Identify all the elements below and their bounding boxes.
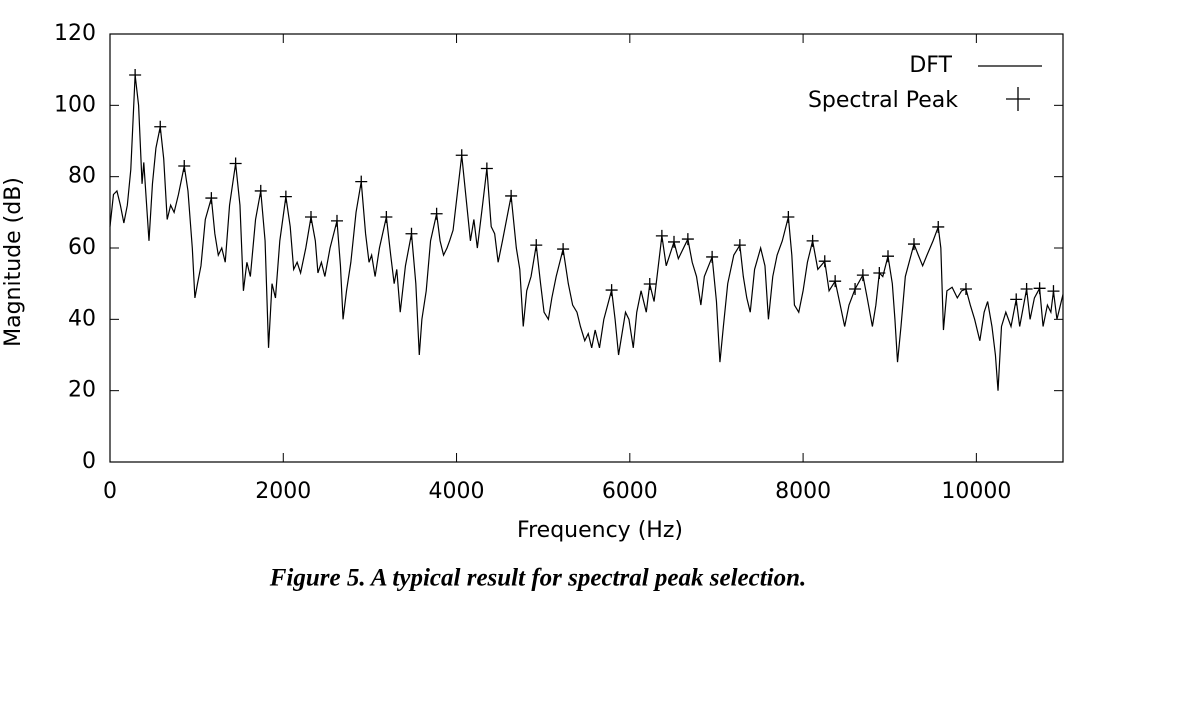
x-tick-label: 8000 — [775, 479, 831, 504]
peak-marker — [304, 210, 317, 223]
peak-marker — [405, 227, 418, 240]
peak-marker — [706, 250, 719, 263]
peak-marker — [881, 250, 894, 263]
x-tick-label: 0 — [103, 479, 117, 504]
y-axis-title: Magnitude (dB) — [1, 177, 26, 347]
peak-marker — [849, 283, 862, 296]
legend-marker — [1006, 87, 1030, 111]
peak-marker — [873, 266, 886, 279]
x-tick-label: 10000 — [941, 479, 1011, 504]
peak-marker — [1033, 282, 1046, 295]
peak-marker — [655, 229, 668, 242]
x-tick-label: 2000 — [255, 479, 311, 504]
peak-marker — [1020, 283, 1033, 296]
peak-marker — [455, 149, 468, 162]
peak-marker — [643, 278, 656, 291]
y-tick-label: 20 — [68, 378, 96, 403]
peak-marker — [430, 207, 443, 220]
peak-marker — [480, 162, 493, 175]
y-tick-label: 60 — [68, 235, 96, 260]
y-tick-label: 120 — [54, 21, 96, 46]
peak-marker — [254, 184, 267, 197]
peak-marker — [782, 210, 795, 223]
peak-marker — [530, 239, 543, 252]
peak-marker — [205, 192, 218, 205]
x-tick-label: 6000 — [602, 479, 658, 504]
x-axis-title: Frequency (Hz) — [517, 518, 683, 543]
y-tick-label: 100 — [54, 92, 96, 117]
peak-marker — [1010, 293, 1023, 306]
peak-marker — [154, 120, 167, 133]
caption: Figure 5. A typical result for spectral … — [269, 565, 807, 592]
legend-label: Spectral Peak — [808, 88, 958, 113]
peak-marker — [1047, 285, 1060, 298]
peak-marker — [959, 283, 972, 296]
peak-marker — [178, 159, 191, 172]
peak-marker — [818, 255, 831, 268]
peak-marker — [856, 269, 869, 282]
peak-marker — [330, 214, 343, 227]
peak-marker — [806, 234, 819, 247]
legend-label: DFT — [909, 53, 952, 78]
peak-marker — [668, 235, 681, 248]
peak-marker — [605, 284, 618, 297]
x-tick-label: 4000 — [429, 479, 485, 504]
peak-marker — [907, 238, 920, 251]
peak-marker — [681, 233, 694, 246]
peak-marker — [129, 69, 142, 82]
peak-marker — [279, 190, 292, 203]
peak-marker — [355, 175, 368, 188]
peak-marker — [229, 157, 242, 170]
y-tick-label: 0 — [82, 449, 96, 474]
peak-marker — [505, 189, 518, 202]
peak-marker — [829, 275, 842, 288]
peak-marker — [380, 210, 393, 223]
peak-marker — [733, 239, 746, 252]
y-tick-label: 40 — [68, 306, 96, 331]
dft-line — [109, 74, 1064, 391]
y-tick-label: 80 — [68, 164, 96, 189]
peak-marker — [932, 220, 945, 233]
peak-marker — [557, 243, 570, 256]
